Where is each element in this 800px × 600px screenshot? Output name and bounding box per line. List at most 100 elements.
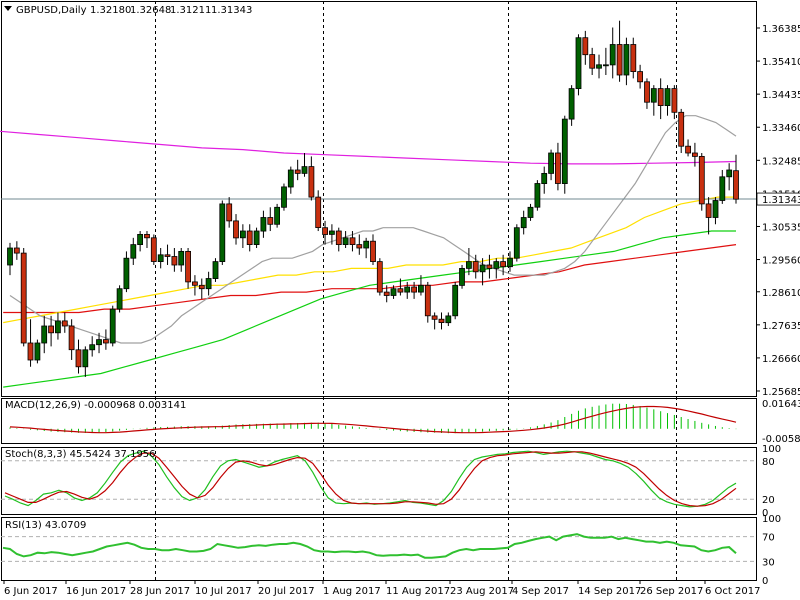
candle-body — [287, 169, 294, 188]
price-tick-label: 1.28610 — [762, 288, 800, 299]
candle-body — [328, 230, 335, 235]
candle-body — [561, 118, 568, 184]
current-price-label: 1.31343 — [762, 195, 800, 206]
candle-body — [507, 257, 513, 268]
candle-body — [609, 44, 616, 66]
date-tick-label: 4 Sep 2017 — [512, 586, 569, 597]
candle-body — [685, 145, 691, 154]
price-tick-label: 1.29560 — [762, 256, 800, 267]
macd-panel — [9, 403, 737, 434]
candle-body — [445, 315, 452, 324]
candle-body — [281, 186, 287, 208]
chart-header-high: 1.32648 — [130, 5, 171, 16]
candle-body — [198, 284, 205, 290]
candle-body — [376, 261, 383, 293]
macd-signal-line — [9, 405, 737, 434]
candle-body — [417, 284, 424, 293]
candle-body — [568, 88, 575, 120]
date-tick-label: 14 Sep 2017 — [578, 586, 641, 597]
candle-body — [712, 200, 719, 218]
candle-body — [267, 217, 274, 225]
candle-body — [479, 264, 486, 273]
candle-body — [637, 71, 643, 83]
candle-body — [253, 230, 260, 246]
candle-body — [596, 64, 602, 69]
price-tick-label: 1.26660 — [762, 354, 800, 365]
candle-body — [82, 349, 89, 368]
candle-body — [548, 152, 554, 174]
candle-body — [164, 254, 171, 257]
candle-body — [96, 339, 102, 346]
date-tick-label: 26 Sep 2017 — [640, 586, 703, 597]
date-tick-label: 23 Aug 2017 — [450, 586, 514, 597]
candle-body — [356, 244, 363, 249]
candle-body — [452, 284, 459, 317]
macd-panel-frame — [1, 398, 757, 444]
macd-tick-label: -0.005885 — [762, 434, 800, 445]
candle-body — [144, 233, 150, 239]
candle-body — [342, 237, 349, 246]
candle-body — [123, 257, 130, 290]
candle-body — [664, 88, 671, 106]
stoch-panel-frame — [1, 447, 757, 515]
rsi-tick-label: 0 — [762, 576, 768, 587]
candle-body — [616, 44, 623, 76]
candle-body — [68, 325, 75, 351]
candle-body — [274, 206, 281, 225]
date-tick-label: 28 Jun 2017 — [130, 586, 190, 597]
stoch-tick-label: 0 — [762, 508, 768, 519]
candle-body — [185, 250, 192, 283]
candle-body — [308, 166, 315, 198]
candle-body — [644, 81, 650, 103]
candle-body — [171, 256, 178, 266]
candle-body — [315, 196, 322, 229]
date-tick-label: 16 Jun 2017 — [66, 586, 126, 597]
candle-body — [116, 288, 123, 310]
candle-body — [678, 111, 685, 147]
rsi-panel — [1, 533, 756, 562]
price-tick-label: 1.32485 — [762, 156, 800, 167]
ma-fast-line — [9, 115, 737, 344]
candle-body — [671, 88, 678, 113]
stoch-signal-line — [4, 451, 737, 507]
candle-body — [650, 88, 657, 103]
candle-body — [109, 308, 116, 344]
candle-body — [459, 267, 465, 286]
header-dropdown-icon — [4, 6, 12, 11]
candle-body — [500, 261, 507, 268]
chart-header-symbol: GBPUSD,Daily — [16, 5, 87, 16]
candle-body — [89, 344, 96, 351]
date-tick-label: 10 Jul 2017 — [195, 586, 252, 597]
candle-body — [212, 261, 219, 280]
candle-body — [555, 152, 561, 184]
ma-200-line — [3, 244, 737, 314]
candle-body — [150, 237, 157, 262]
candle-body — [13, 247, 20, 254]
macd-label: MACD(12,26,9) -0.000968 0.003141 — [5, 400, 186, 411]
candle-body — [520, 217, 527, 229]
candle-body — [41, 325, 48, 344]
candle-body — [623, 44, 630, 76]
candle-body — [301, 166, 308, 174]
price-tick-label: 1.27635 — [762, 321, 800, 332]
price-tick-label: 1.34435 — [762, 90, 800, 101]
candle-body — [260, 217, 267, 232]
candle-body — [424, 284, 431, 317]
candle-body — [233, 220, 239, 239]
candle-body — [719, 176, 726, 201]
ma-50-line — [3, 196, 736, 324]
candle-body — [486, 264, 493, 269]
candle-body — [692, 152, 698, 157]
candle-body — [383, 291, 390, 296]
price-tick-label: 1.36385 — [762, 24, 800, 35]
candle-body — [349, 237, 356, 246]
chart-header-close: 1.31343 — [211, 5, 252, 16]
candle-body — [527, 206, 534, 218]
date-tick-label: 1 Aug 2017 — [323, 586, 381, 597]
candle-body — [205, 278, 212, 290]
candle-body — [733, 170, 739, 200]
candle-body — [698, 155, 705, 205]
stoch-tick-label: 80 — [762, 457, 775, 468]
date-tick-label: 6 Jun 2017 — [4, 586, 58, 597]
candle-body — [541, 172, 548, 184]
